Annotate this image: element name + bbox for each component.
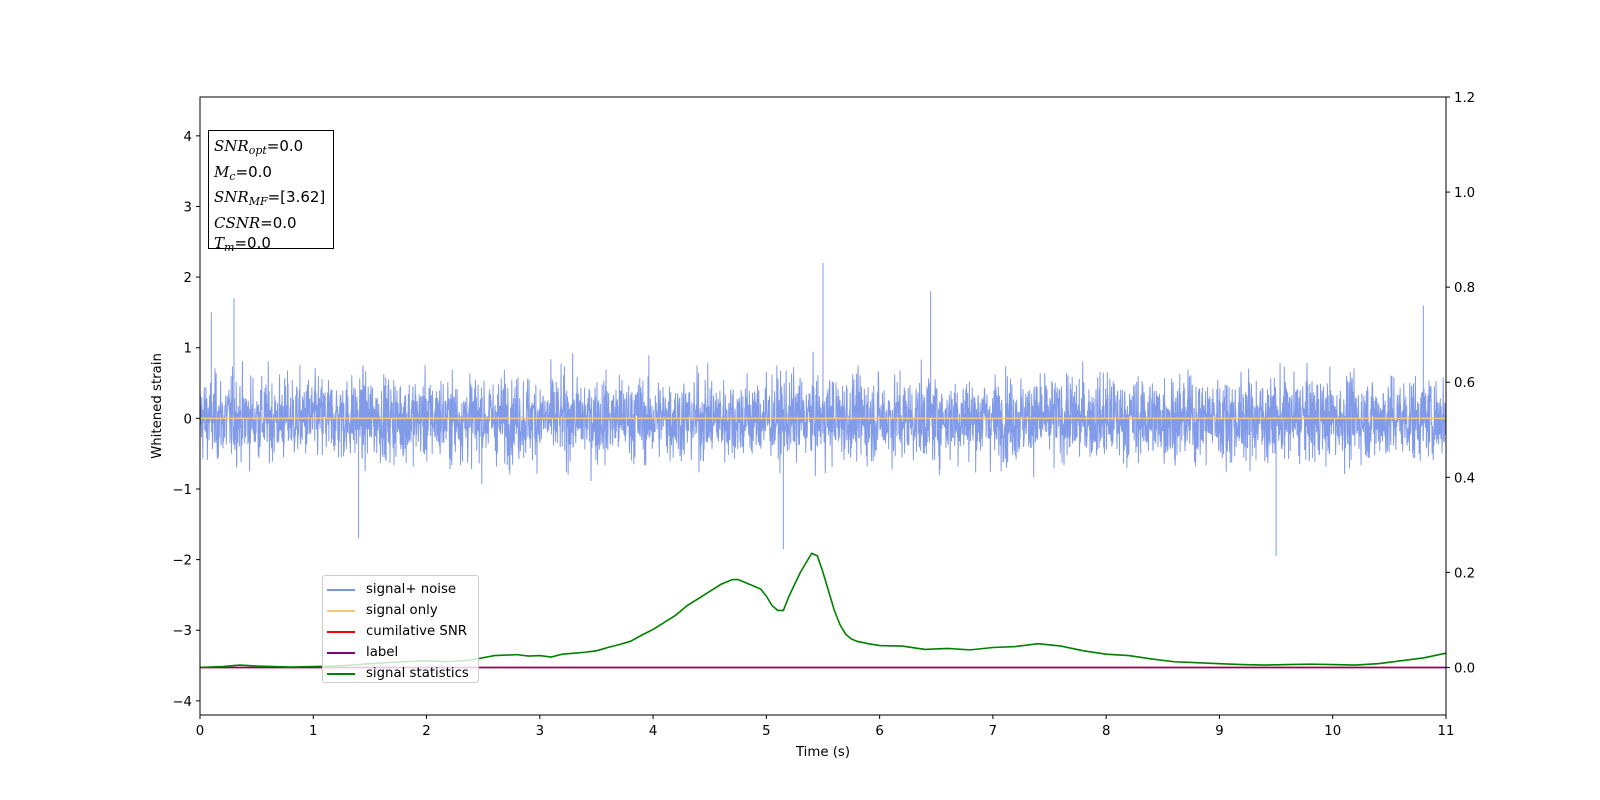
legend-swatch	[327, 630, 355, 633]
y-left-tick-label: 1	[184, 342, 192, 357]
y-right-axis-ticks: 1.2 1.0 0.8 0.6 0.4 0.2 0.0	[1446, 91, 1475, 676]
legend-swatch	[327, 672, 355, 675]
y-right-tick-label: 1.2	[1454, 91, 1475, 106]
y-left-tick-label: −2	[172, 554, 192, 569]
signal-noise-line	[199, 262, 1447, 557]
x-tick-label: 8	[1102, 724, 1110, 739]
y-right-tick-label: 0.4	[1454, 471, 1475, 486]
legend-item-signal-noise: signal+ noise	[327, 579, 478, 600]
mc-line: Mc=0.0	[214, 162, 272, 183]
x-axis-label: Time (s)	[795, 745, 850, 760]
y-left-tick-label: 4	[184, 130, 192, 145]
y-left-tick-label: −4	[172, 695, 192, 710]
y-right-tick-label: 0.2	[1454, 566, 1475, 581]
x-tick-label: 10	[1324, 724, 1341, 739]
legend: signal+ noise signal only cumilative SNR…	[322, 575, 479, 683]
legend-item-signal-only: signal only	[327, 600, 478, 621]
y-left-tick-label: 2	[184, 271, 192, 286]
y-right-tick-label: 0.8	[1454, 281, 1475, 296]
x-tick-label: 2	[422, 724, 430, 739]
legend-item-label: label	[327, 642, 478, 663]
legend-swatch	[327, 588, 355, 591]
y-right-tick-label: 0.0	[1454, 661, 1475, 676]
info-box: SNRopt=0.0 Mc=0.0 SNRMF=[3.62] CSNR=0.0 …	[208, 130, 334, 254]
y-left-tick-label: 3	[184, 200, 192, 215]
y-left-tick-label: −1	[172, 483, 192, 498]
snr-mf-line: SNRMF=[3.62]	[214, 188, 326, 208]
x-tick-label: 6	[875, 724, 883, 739]
snr-opt-line: SNRopt=0.0	[214, 137, 304, 157]
legend-swatch	[327, 651, 355, 654]
csnr-line: CSNR=0.0	[214, 213, 297, 232]
x-axis-ticks: 0 1 2 3 4 5 6 7 8 9 10 11	[196, 715, 1455, 739]
x-tick-label: 9	[1215, 724, 1223, 739]
tm-line: Tm=0.0	[214, 234, 271, 254]
y-axis-label: Whitened strain	[150, 353, 165, 459]
plot-frame	[199, 96, 1447, 716]
x-tick-label: 7	[989, 724, 997, 739]
legend-swatch	[327, 609, 355, 612]
signal-statistics-line	[199, 552, 1447, 669]
x-tick-label: 0	[196, 724, 204, 739]
y-right-tick-label: 0.6	[1454, 376, 1475, 391]
x-tick-label: 1	[309, 724, 317, 739]
y-left-axis-ticks: 4 3 2 1 0 −1 −2 −3 −4	[172, 130, 200, 710]
signal-noise-series	[199, 262, 1447, 557]
x-tick-label: 3	[536, 724, 544, 739]
x-tick-label: 4	[649, 724, 657, 739]
x-tick-label: 11	[1438, 724, 1455, 739]
x-tick-label: 5	[762, 724, 770, 739]
y-left-tick-label: 0	[184, 412, 192, 427]
legend-item-signal-statistics: signal statistics	[327, 663, 478, 684]
y-left-tick-label: −3	[172, 624, 192, 639]
y-right-tick-label: 1.0	[1454, 186, 1475, 201]
legend-item-cumulative-snr: cumilative SNR	[327, 621, 478, 642]
